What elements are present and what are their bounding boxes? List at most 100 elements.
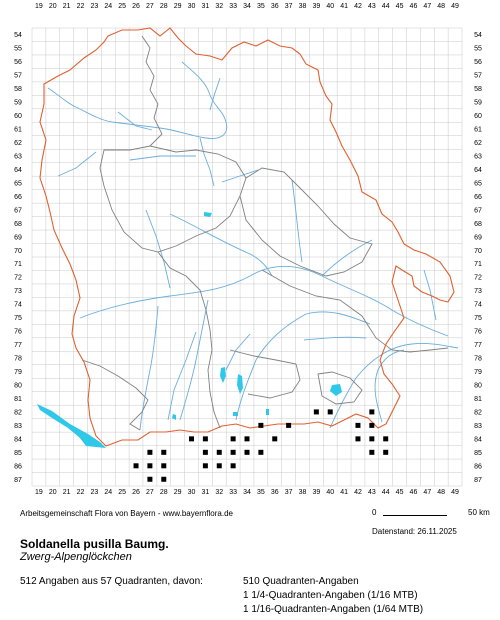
- border-lks: [229, 349, 301, 399]
- row-label-left: 77: [14, 342, 22, 349]
- column-label-bottom: 46: [410, 489, 418, 496]
- column-label-top: 43: [368, 3, 376, 10]
- border-ostalp: [317, 371, 363, 405]
- column-label-top: 32: [215, 3, 223, 10]
- occurrence-marker: [244, 449, 250, 455]
- state-border-bavaria: [39, 27, 455, 447]
- row-label-left: 69: [14, 234, 22, 241]
- row-label-right: 86: [474, 463, 482, 470]
- row-labels: 54 54 55 55 56 56 57 57 58 58 59 59 60 60 61 61 62 62 63 63…: [14, 32, 482, 484]
- row-label-right: 77: [474, 342, 482, 349]
- row-label-left: 57: [14, 73, 22, 80]
- column-label-bottom: 44: [382, 489, 390, 496]
- row-label-right: 69: [474, 234, 482, 241]
- column-label-top: 47: [423, 3, 431, 10]
- row-label-right: 55: [474, 46, 482, 53]
- river-pegnitz: [221, 169, 259, 183]
- row-label-left: 80: [14, 382, 22, 389]
- row-label-right: 79: [474, 369, 482, 376]
- scale-zero-label: 0: [372, 508, 377, 517]
- column-label-bottom: 23: [91, 489, 99, 496]
- column-label-top: 20: [49, 3, 57, 10]
- column-label-bottom: 26: [132, 489, 140, 496]
- column-label-bottom: 33: [229, 489, 237, 496]
- row-label-left: 71: [14, 261, 22, 268]
- occurrence-marker: [272, 436, 278, 442]
- river-wertach: [167, 331, 197, 421]
- row-label-right: 80: [474, 382, 482, 389]
- column-label-top: 39: [312, 3, 320, 10]
- row-label-left: 82: [14, 409, 22, 416]
- occurrence-marker: [202, 436, 208, 442]
- column-label-top: 33: [229, 3, 237, 10]
- river-wornitz: [145, 209, 171, 289]
- row-label-left: 66: [14, 194, 22, 201]
- occurrence-marker: [230, 463, 236, 469]
- occurrence-marker: [383, 436, 389, 442]
- credit-text: Arbeitsgemeinschaft Flora von Bayern - w…: [20, 509, 233, 518]
- column-label-top: 37: [285, 3, 293, 10]
- column-label-bottom: 30: [188, 489, 196, 496]
- occurrence-marker: [161, 449, 167, 455]
- occurrence-marker: [355, 436, 361, 442]
- row-label-right: 81: [474, 396, 482, 403]
- river-ilz: [423, 269, 437, 321]
- column-label-bottom: 27: [146, 489, 154, 496]
- column-label-bottom: 41: [340, 489, 348, 496]
- border-oberpfalz: [239, 167, 373, 277]
- lakes: [37, 212, 342, 448]
- river-salzach: [374, 349, 405, 423]
- column-label-bottom: 37: [285, 489, 293, 496]
- river-tauber: [57, 151, 97, 177]
- column-label-bottom: 47: [423, 489, 431, 496]
- row-label-right: 61: [474, 127, 482, 134]
- column-label-bottom: 32: [215, 489, 223, 496]
- occurrence-marker: [258, 449, 264, 455]
- column-label-bottom: 25: [118, 489, 126, 496]
- lake-ammersee: [220, 367, 226, 383]
- row-label-left: 74: [14, 302, 22, 309]
- column-label-top: 28: [160, 3, 168, 10]
- occurrence-marker: [258, 422, 264, 428]
- row-label-left: 81: [14, 396, 22, 403]
- row-label-left: 65: [14, 180, 22, 187]
- row-label-left: 85: [14, 450, 22, 457]
- lake-tegernsee: [266, 409, 269, 415]
- column-label-bottom: 49: [451, 489, 459, 496]
- occurrence-markers: [133, 409, 389, 482]
- river-inn: [329, 343, 459, 429]
- row-label-right: 64: [474, 167, 482, 174]
- row-label-right: 57: [474, 73, 482, 80]
- occurrence-marker: [147, 463, 153, 469]
- column-label-top: 23: [91, 3, 99, 10]
- row-label-left: 78: [14, 356, 22, 363]
- column-label-top: 46: [410, 3, 418, 10]
- occurrence-marker: [244, 436, 250, 442]
- river-aisch: [129, 155, 196, 161]
- river-vils: [303, 336, 367, 341]
- lake-chiemsee: [330, 384, 342, 396]
- occurrence-marker: [355, 422, 361, 428]
- occurrence-marker: [161, 476, 167, 482]
- occurrence-marker: [369, 409, 375, 415]
- occurrence-marker: [202, 449, 208, 455]
- row-label-left: 58: [14, 86, 22, 93]
- row-label-right: 58: [474, 86, 482, 93]
- occurrence-marker: [216, 463, 222, 469]
- column-label-top: 25: [118, 3, 126, 10]
- column-label-top: 30: [188, 3, 196, 10]
- occurrence-marker: [216, 449, 222, 455]
- row-label-left: 87: [14, 477, 22, 484]
- row-label-left: 70: [14, 248, 22, 255]
- stat-sixteenth-quadrant-count: 1 1/16-Quadranten-Angaben (1/64 MTB): [243, 604, 424, 615]
- column-label-top: 27: [146, 3, 154, 10]
- row-label-left: 73: [14, 288, 22, 295]
- border-schwaben-oberbayern: [157, 251, 221, 429]
- species-scientific-name: Soldanella pusilla Baumg.: [20, 537, 169, 551]
- column-label-top: 34: [243, 3, 251, 10]
- column-label-top: 49: [451, 3, 459, 10]
- occurrence-marker: [133, 463, 139, 469]
- column-label-top: 44: [382, 3, 390, 10]
- occurrence-marker: [147, 449, 153, 455]
- occurrence-marker: [230, 436, 236, 442]
